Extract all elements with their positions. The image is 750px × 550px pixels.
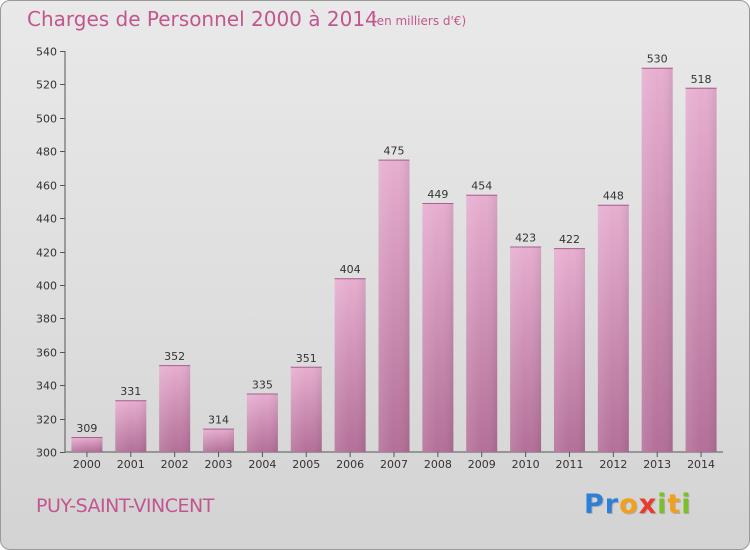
- bar-shade: [510, 246, 542, 452]
- x-tick-label: 2013: [643, 458, 671, 471]
- y-tick-label: 380: [36, 313, 57, 326]
- x-tick-label: 2001: [117, 458, 145, 471]
- bar-shade: [422, 203, 454, 452]
- commune-name: PUY-SAINT-VINCENT: [36, 495, 214, 517]
- bar-shade: [203, 428, 235, 452]
- bar-value-label: 404: [340, 263, 361, 276]
- x-tick-label: 2004: [248, 458, 276, 471]
- bar-shade: [71, 436, 103, 452]
- bar-shade: [553, 248, 585, 452]
- bar-shade: [685, 87, 717, 452]
- bar-shade: [378, 159, 410, 452]
- bar-shade: [159, 365, 191, 452]
- bar-shade: [466, 194, 498, 453]
- x-tick-label: 2006: [336, 458, 364, 471]
- bar-shade: [246, 393, 278, 452]
- bar-value-label: 518: [691, 73, 712, 86]
- bar-value-label: 331: [120, 385, 141, 398]
- proxiti-logo: Proxiti: [584, 489, 692, 520]
- x-tick-label: 2008: [424, 458, 452, 471]
- x-tick-label: 2010: [512, 458, 540, 471]
- bar-shade: [641, 67, 673, 452]
- logo-letter: i: [657, 489, 668, 520]
- y-tick-label: 480: [36, 146, 57, 159]
- bar-value-label: 448: [603, 190, 624, 203]
- axis-layer: 300 320 340 360 380 400 420 440 460 480 500 520 540 2…: [36, 46, 723, 471]
- bar-value-label: 352: [164, 350, 185, 363]
- y-tick-label: 500: [36, 113, 57, 126]
- logo-letter: t: [667, 489, 682, 520]
- x-tick-label: 2009: [468, 458, 496, 471]
- bar-value-label: 449: [427, 188, 448, 201]
- bar-layer: [71, 67, 717, 453]
- logo-letter: x: [638, 489, 658, 520]
- x-tick-label: 2011: [555, 458, 583, 471]
- logo-letter: i: [681, 489, 692, 520]
- bar-value-label: 475: [384, 145, 405, 158]
- x-tick-label: 2002: [161, 458, 189, 471]
- label-layer: 309 331 352 314 335 351 404 475 449 454 423 422 448 5…: [76, 53, 711, 435]
- bar-value-label: 423: [515, 231, 536, 244]
- bar-value-label: 530: [647, 53, 668, 66]
- bar-value-label: 351: [296, 352, 317, 365]
- logo-letter: o: [619, 489, 639, 520]
- y-tick-label: 300: [36, 447, 57, 460]
- bar-value-label: 314: [208, 414, 229, 427]
- y-tick-label: 540: [36, 46, 57, 59]
- x-tick-label: 2005: [292, 458, 320, 471]
- bar-value-label: 309: [76, 422, 97, 435]
- chart-title: Charges de Personnel 2000 à 2014: [27, 7, 378, 31]
- logo-letter: r: [604, 489, 620, 520]
- logo-letter: P: [584, 489, 605, 520]
- y-tick-label: 340: [36, 380, 57, 393]
- bar-value-label: 454: [471, 180, 492, 193]
- y-tick-label: 320: [36, 414, 57, 427]
- bar-shade: [115, 400, 147, 452]
- y-tick-label: 360: [36, 347, 57, 360]
- y-tick-label: 440: [36, 213, 57, 226]
- y-tick-label: 420: [36, 247, 57, 260]
- bar-shade: [334, 278, 366, 452]
- x-tick-label: 2000: [73, 458, 101, 471]
- x-tick-label: 2014: [687, 458, 715, 471]
- bar-shade: [290, 366, 322, 452]
- y-tick-label: 460: [36, 180, 57, 193]
- bar-value-label: 422: [559, 233, 580, 246]
- chart-subtitle: (en milliers d'€): [372, 14, 467, 28]
- bar-shade: [597, 204, 629, 452]
- y-tick-label: 400: [36, 280, 57, 293]
- x-tick-label: 2012: [599, 458, 627, 471]
- x-tick-label: 2007: [380, 458, 408, 471]
- x-tick-label: 2003: [205, 458, 233, 471]
- y-tick-label: 520: [36, 79, 57, 92]
- bar-value-label: 335: [252, 379, 273, 392]
